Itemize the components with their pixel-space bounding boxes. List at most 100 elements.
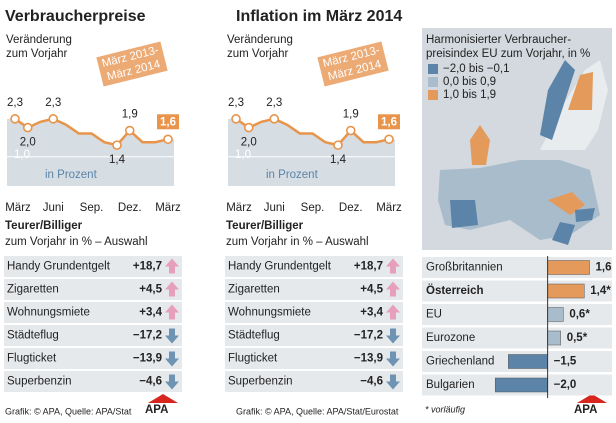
- row-label: Flugticket: [7, 353, 57, 365]
- point: [269, 114, 280, 124]
- row-label: Zigaretten: [7, 284, 59, 296]
- legend-label: 0,0 bis 0,9: [443, 76, 496, 88]
- value-label: 0,5*: [567, 332, 588, 344]
- point: [163, 134, 173, 145]
- table-title: Teurer/Billiger: [226, 220, 304, 232]
- x-tick-label: Juni: [43, 202, 64, 214]
- legend-label: 1,0 bis 1,9: [443, 89, 496, 101]
- axis-label: in Prozent: [266, 169, 319, 181]
- arrow: [165, 281, 179, 297]
- line: [235, 117, 390, 147]
- value-label: −1,5: [554, 356, 577, 368]
- row: [422, 327, 612, 349]
- value-label: +18,7: [354, 261, 383, 273]
- axis-label: in Prozent: [45, 169, 98, 181]
- apa-logo: [148, 394, 607, 403]
- row: [4, 325, 182, 346]
- row-label: Superbenzin: [228, 376, 293, 388]
- row: [225, 348, 403, 369]
- point: [231, 114, 241, 124]
- x-tick-label: Sep.: [301, 202, 325, 214]
- label-box: [378, 114, 400, 130]
- value-label: −2,0: [554, 379, 577, 391]
- point: [345, 125, 356, 136]
- logo: APA: [574, 404, 597, 416]
- point: [48, 114, 59, 124]
- row: [4, 302, 182, 323]
- arrow: [165, 328, 179, 344]
- subtitle: zum Vorjahr: [6, 48, 68, 60]
- x-tick-label: März: [5, 202, 31, 214]
- table-subtitle: zum Vorjahr in % – Auswahl: [226, 236, 369, 248]
- row-label: Handy Grundentgelt: [7, 261, 111, 273]
- row-label: Wohnungsmiete: [228, 307, 311, 319]
- arrow: [386, 304, 400, 320]
- y-tick-label: 1,0: [14, 149, 30, 161]
- arrow: [386, 281, 400, 297]
- area: [7, 118, 174, 186]
- annotation: März 2013-März 2014: [317, 41, 389, 87]
- point: [124, 125, 135, 136]
- value-label: −4,6: [360, 376, 383, 388]
- arrow: [386, 258, 400, 274]
- table-title: Teurer/Billiger: [5, 220, 83, 232]
- bar: [547, 260, 590, 275]
- arrow: [165, 304, 179, 320]
- arrow: [165, 258, 179, 274]
- value-label: −17,2: [133, 330, 162, 342]
- point: [243, 122, 254, 133]
- value-label: 1,6: [160, 116, 176, 128]
- map-country: [575, 208, 595, 222]
- x-tick-label: März: [376, 202, 402, 214]
- arrow: [165, 351, 179, 367]
- arrow: [386, 328, 400, 344]
- bar: [508, 354, 548, 369]
- area: [228, 118, 395, 186]
- logo-roof: [148, 394, 178, 403]
- x-tick-label: März: [226, 202, 252, 214]
- row-label: Griechenland: [426, 356, 494, 368]
- value-label: −17,2: [354, 330, 383, 342]
- value-label: 1,4: [330, 154, 347, 166]
- point: [333, 140, 343, 150]
- value-label: 2,3: [266, 97, 282, 109]
- value-label: 1,4: [109, 154, 126, 166]
- map-country: [552, 222, 575, 245]
- map-country: [470, 125, 490, 165]
- arrow: [386, 351, 400, 367]
- value-label: 1,9: [122, 109, 138, 121]
- row: [422, 304, 612, 325]
- annotation-box: [317, 41, 389, 87]
- value-label: 1,6: [596, 262, 612, 274]
- point: [10, 114, 20, 124]
- legend-swatch: [428, 77, 438, 87]
- point: [112, 140, 122, 150]
- credit: Grafik: © APA, Quelle: APA/Stat: [5, 406, 132, 416]
- value-label: 2,3: [7, 97, 23, 109]
- right-title: Inflation im März 2014: [236, 8, 402, 25]
- value-label: +3,4: [360, 307, 383, 319]
- row-label: Eurozone: [426, 332, 475, 344]
- label-box: [157, 114, 179, 130]
- row: [225, 279, 403, 300]
- map: [422, 28, 612, 250]
- subtitle: Veränderung: [6, 34, 72, 46]
- credit: Grafik: © APA, Quelle: APA/Stat/Eurostat: [236, 406, 399, 416]
- x-tick-label: Dez.: [118, 202, 142, 214]
- row-label: Superbenzin: [7, 376, 72, 388]
- arrow: [386, 374, 400, 390]
- map-title: preisindex EU zum Vorjahr, in %: [426, 48, 590, 60]
- line: [14, 117, 169, 147]
- row: [225, 256, 403, 277]
- subtitle: Veränderung: [227, 34, 293, 46]
- value-label: 2,3: [45, 97, 61, 109]
- row-label: Österreich: [426, 284, 484, 297]
- x-tick-label: Dez.: [339, 202, 363, 214]
- left-title: Verbraucherpreise: [5, 8, 146, 25]
- value-label: 2,0: [20, 137, 36, 149]
- x-tick-label: März: [155, 202, 181, 214]
- row: [4, 371, 182, 392]
- value-label: 2,0: [241, 137, 257, 149]
- row-label: Handy Grundentgelt: [228, 261, 332, 273]
- row-label: Bulgarien: [426, 379, 475, 391]
